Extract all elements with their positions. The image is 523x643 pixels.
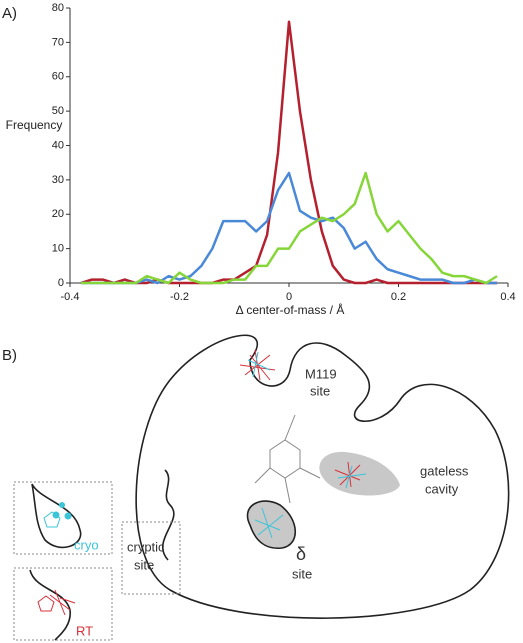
- water: [64, 512, 72, 520]
- y-tick-label: 80: [52, 2, 64, 14]
- cryptic-groove: [161, 469, 175, 561]
- label: cryo: [74, 537, 99, 552]
- label: site: [310, 383, 330, 398]
- label: cavity: [425, 481, 459, 496]
- y-tick-label: 70: [52, 36, 64, 48]
- x-tick-label: 0.2: [391, 291, 406, 303]
- x-tick-label: 0: [286, 291, 292, 303]
- ligand: [337, 465, 367, 489]
- x-tick-label: -0.2: [170, 291, 189, 303]
- ligand: [254, 507, 284, 539]
- ligand: [37, 589, 76, 616]
- heme: [254, 414, 321, 504]
- y-tick-label: 40: [52, 139, 64, 151]
- label: site: [134, 557, 154, 572]
- cryo-outline: [31, 483, 82, 549]
- y-tick-label: 20: [52, 208, 64, 220]
- y-axis-label: Frequency: [6, 118, 63, 132]
- label: RT: [76, 623, 93, 638]
- rt-outline: [29, 569, 71, 641]
- ligand: [239, 349, 276, 381]
- gateless-pocket: [319, 451, 400, 496]
- x-axis-label: Δ center-of-mass / Å: [236, 302, 345, 317]
- ligand: [43, 511, 61, 528]
- panel-label: B): [2, 347, 17, 364]
- label: gateless: [420, 463, 469, 478]
- series-line: [80, 171, 498, 285]
- cryptic-box: [121, 521, 181, 595]
- y-tick-label: 0: [58, 277, 64, 289]
- ligand: [247, 351, 271, 378]
- label: M119: [305, 366, 337, 381]
- series-line: [80, 171, 498, 285]
- cryo-box: [13, 481, 113, 555]
- plot: 0 10 20 30 40 50 60 70 80 -0.4 -0.2 0 0.2 0.4: [52, 2, 516, 303]
- label: δ: [296, 544, 306, 564]
- water: [59, 502, 65, 508]
- label: site: [292, 566, 312, 581]
- rt-box: [13, 567, 113, 641]
- series-line: [80, 20, 498, 285]
- y-tick-label: 30: [52, 174, 64, 186]
- y-tick-label: 50: [52, 105, 64, 117]
- protein-outline: [135, 334, 510, 619]
- y-tick-label: 10: [52, 243, 64, 255]
- y-tick-label: 60: [52, 71, 64, 83]
- panel-label: A): [2, 5, 17, 22]
- x-tick-label: 0.4: [500, 291, 515, 303]
- diagram: [13, 334, 510, 641]
- x-tick-label: -0.4: [61, 291, 80, 303]
- label: cryptic: [127, 539, 165, 554]
